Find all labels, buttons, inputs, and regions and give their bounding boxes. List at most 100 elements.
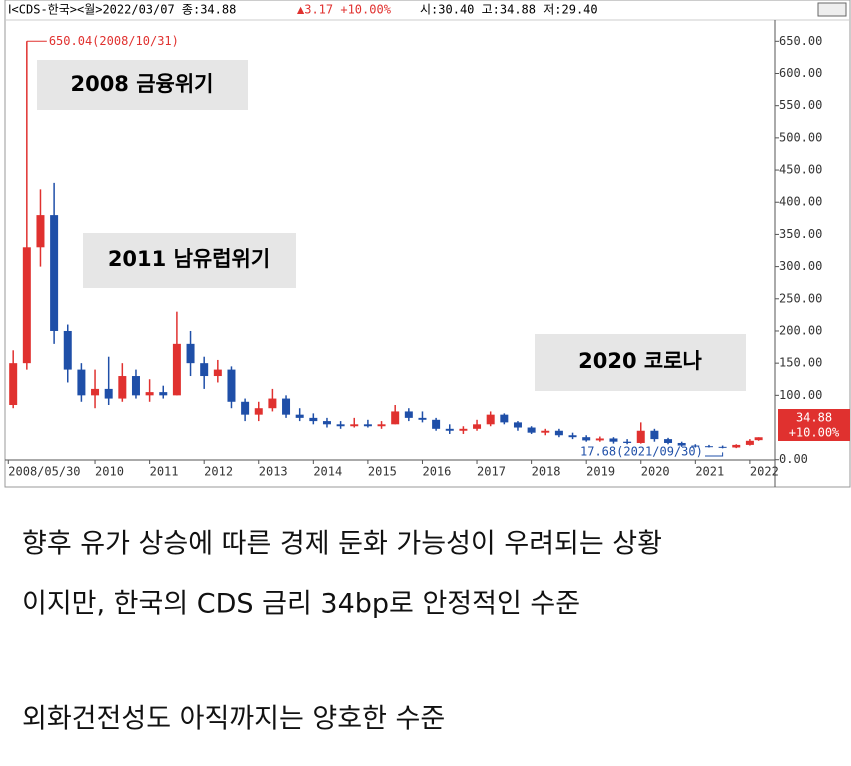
x-tick-label: 2018 — [532, 465, 561, 479]
y-tick-label: 150.00 — [779, 356, 822, 370]
x-tick-label: 2008/05/30 — [8, 465, 80, 479]
y-tick-label: 200.00 — [779, 323, 822, 337]
candle-body — [704, 446, 713, 448]
x-tick-label: 2017 — [477, 465, 506, 479]
candle-body — [691, 445, 700, 447]
candle-body — [322, 421, 331, 425]
x-tick-label: 2010 — [95, 465, 124, 479]
x-tick-label: 2013 — [259, 465, 288, 479]
candle-body — [418, 417, 427, 420]
x-tick-label: 2011 — [150, 465, 179, 479]
y-tick-label: 350.00 — [779, 227, 822, 241]
x-tick-label: 2021 — [695, 465, 724, 479]
annotation: 2020 코로나 — [578, 349, 702, 373]
candle-body — [754, 437, 763, 441]
candle-body — [77, 369, 86, 396]
candle-body — [445, 428, 454, 431]
candle-body — [527, 427, 536, 433]
y-tick-label: 0.00 — [779, 452, 808, 466]
candle-body — [664, 439, 673, 443]
header-left: Ⅰ<CDS-한국><월>2022/03/07 종:34.88 — [8, 3, 236, 17]
candle-body — [336, 424, 345, 427]
candle-body — [186, 343, 195, 364]
max-label: 650.04(2008/10/31) — [49, 34, 179, 48]
annotation-box — [83, 233, 296, 288]
candle-body — [568, 435, 577, 438]
candle-body — [172, 343, 181, 396]
candle-body — [104, 388, 113, 399]
min-label: 17.68(2021/09/30) — [580, 445, 703, 459]
candle-body — [22, 247, 31, 364]
candle-body — [295, 414, 304, 418]
y-tick-label: 600.00 — [779, 66, 822, 80]
candle-body — [718, 446, 727, 448]
annotation-box — [535, 334, 746, 391]
candle-body — [145, 392, 154, 396]
candle-body — [486, 414, 495, 425]
candle-body — [36, 215, 45, 248]
paragraph: 외화건전성도 아직까지는 양호한 수준 — [22, 704, 445, 735]
header-change: ▲3.17 +10.00% — [297, 3, 392, 17]
window-buttons[interactable] — [817, 2, 847, 17]
candle-body — [459, 428, 468, 431]
candle-body — [582, 437, 591, 441]
candle-body — [554, 430, 563, 436]
candle-body — [473, 424, 482, 429]
candle-body — [623, 441, 632, 443]
min-pointer — [705, 452, 724, 457]
candle-body — [50, 215, 59, 331]
candle-body — [609, 438, 618, 442]
candle-body — [745, 440, 754, 445]
x-tick-label: 2014 — [313, 465, 342, 479]
candle-body — [650, 430, 659, 440]
x-tick-label: 2022 — [750, 465, 779, 479]
candle-body — [677, 442, 686, 446]
candle-body — [636, 430, 645, 443]
candle-body — [391, 411, 400, 425]
candle-body — [363, 424, 372, 427]
y-tick-label: 100.00 — [779, 388, 822, 402]
x-tick-label: 2020 — [641, 465, 670, 479]
candle-body — [9, 363, 18, 405]
y-tick-label: 650.00 — [779, 34, 822, 48]
candle-body — [732, 444, 741, 448]
candle-body — [268, 398, 277, 409]
x-tick-label: 2015 — [368, 465, 397, 479]
annotation: 2011 남유럽위기 — [108, 247, 270, 271]
annotation-box — [37, 60, 248, 110]
candle-body — [513, 422, 522, 428]
candle-body — [131, 376, 140, 396]
last-price-box — [778, 409, 850, 441]
candle-body — [200, 363, 209, 377]
candle-body — [159, 392, 168, 396]
x-tick-label: 2012 — [204, 465, 233, 479]
candle-body — [500, 414, 509, 423]
y-tick-label: 500.00 — [779, 130, 822, 144]
candle-body — [432, 419, 441, 429]
candle-body — [282, 398, 291, 415]
annotation: 2008 금융위기 — [70, 72, 213, 96]
x-tick-label: 2019 — [586, 465, 615, 479]
candle-body — [241, 401, 250, 415]
paragraph: 이지만, 한국의 CDS 금리 34bp로 안정적인 수준 — [22, 589, 580, 620]
candle-body — [541, 430, 550, 433]
last-change: +10.00% — [789, 426, 840, 440]
candle-body — [377, 424, 386, 427]
candle-body — [118, 376, 127, 399]
candle-body — [350, 424, 359, 427]
candle-body — [213, 369, 222, 377]
candle-body — [63, 330, 72, 370]
candle-body — [404, 411, 413, 418]
x-tick-label: 2016 — [422, 465, 451, 479]
candle-body — [91, 388, 100, 396]
candle-body — [309, 417, 318, 422]
candle-body — [595, 438, 604, 441]
candle-body — [254, 408, 263, 415]
y-tick-label: 300.00 — [779, 259, 822, 273]
header-right: 시:30.40 고:34.88 저:29.40 — [420, 3, 598, 17]
candle-body — [227, 369, 236, 402]
last-price: 34.88 — [796, 411, 832, 425]
paragraph: 향후 유가 상승에 따른 경제 둔화 가능성이 우려되는 상황 — [22, 529, 662, 560]
